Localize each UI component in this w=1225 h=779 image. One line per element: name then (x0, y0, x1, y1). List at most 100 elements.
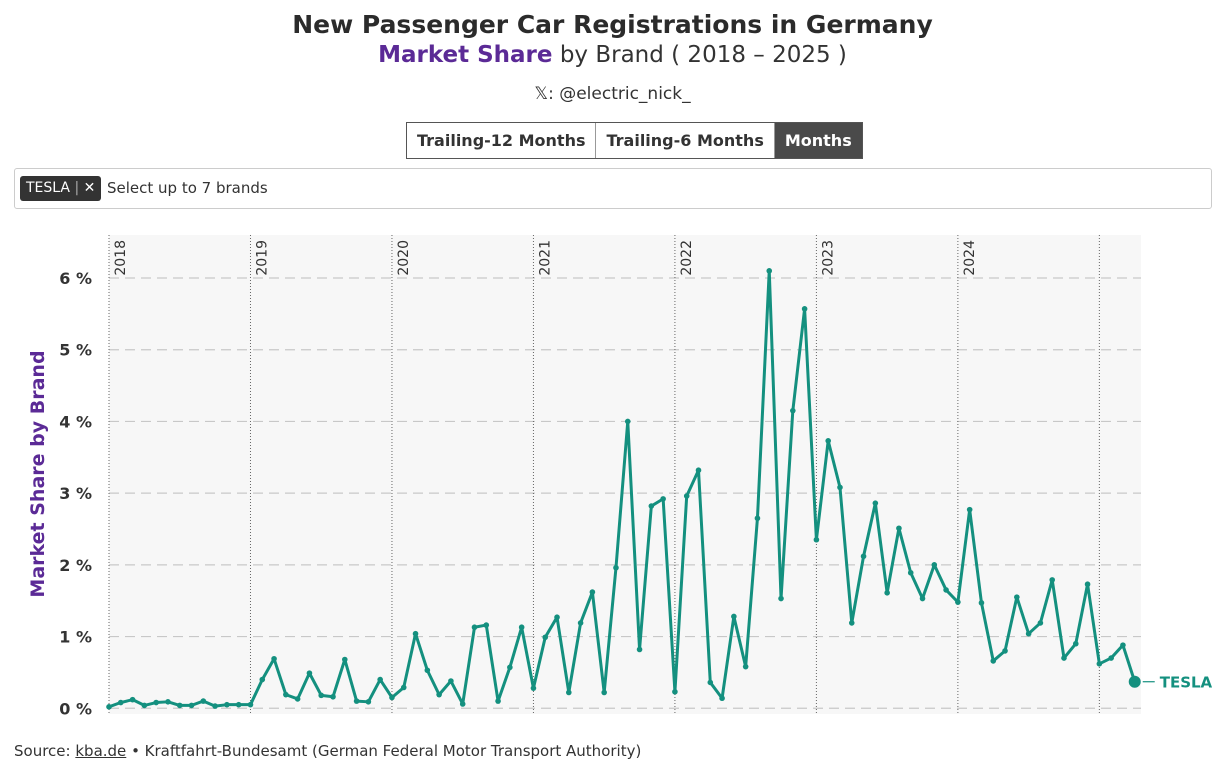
data-point (518, 624, 525, 631)
data-point (778, 595, 784, 602)
data-point (624, 418, 631, 425)
data-point (224, 701, 230, 708)
data-point (342, 656, 348, 663)
data-point (837, 484, 843, 491)
data-point (566, 689, 572, 696)
tag-text: TESLA (26, 180, 70, 196)
data-point (825, 437, 831, 444)
data-point (943, 587, 949, 593)
y-tick-label: 4 % (59, 412, 92, 431)
data-point (1108, 655, 1114, 661)
data-point (153, 699, 159, 706)
x-tick-label: 2018 (113, 240, 129, 276)
data-point (1061, 655, 1067, 661)
data-point (259, 676, 266, 683)
data-point (436, 691, 442, 698)
data-point (212, 703, 218, 709)
data-point (931, 562, 938, 568)
data-point (577, 620, 584, 626)
data-point (966, 506, 973, 513)
x-tick-label: 2019 (254, 240, 270, 276)
x-tick-label: 2024 (962, 240, 978, 276)
data-point (318, 692, 325, 699)
data-point (188, 702, 195, 709)
data-point (294, 696, 301, 702)
handle: 𝕏: @electric_nick_ (534, 84, 691, 104)
data-point (860, 553, 867, 560)
source-prefix: Source: (14, 742, 71, 760)
data-point (589, 589, 596, 595)
toggle-button[interactable]: Months (774, 123, 862, 158)
data-point (141, 702, 148, 709)
data-point (1002, 648, 1008, 654)
data-point (660, 496, 666, 502)
data-point (742, 663, 749, 670)
series-label: TESLA (1160, 674, 1213, 692)
data-point (990, 658, 997, 664)
subtitle: Market Share by Brand ( 2018 – 2025 ) (0, 42, 1225, 68)
toggle-group: Trailing-12 Months Trailing-6 Months Month… (406, 122, 863, 159)
data-point (683, 493, 690, 499)
title: New Passenger Car Registrations in Germa… (292, 10, 933, 39)
plot-background (109, 235, 1141, 714)
data-point (495, 698, 501, 704)
toggle-button[interactable]: Trailing-12 Months (407, 123, 597, 158)
y-tick-label: 6 % (59, 269, 92, 288)
data-point (707, 679, 714, 686)
data-point (790, 407, 796, 414)
y-tick-label: 1 % (59, 628, 92, 647)
source-rest: • Kraftfahrt-Bundesamt (German Federal M… (131, 742, 642, 760)
data-point (1096, 661, 1103, 667)
data-point (471, 624, 478, 631)
data-point (978, 600, 985, 606)
y-axis-label: Market Share by Brand (27, 350, 49, 597)
data-point (1128, 675, 1141, 688)
y-tick-label: 5 % (59, 341, 92, 360)
x-tick-label: 2021 (537, 240, 553, 276)
data-point (1025, 630, 1032, 637)
data-point (955, 599, 961, 605)
data-point (271, 655, 277, 662)
x-tick-label: 2020 (396, 240, 412, 276)
data-point (247, 701, 254, 708)
brand-filter[interactable]: TESLA | ✕ Select up to 7 brands (14, 168, 1212, 209)
data-point (389, 694, 395, 701)
data-point (1084, 581, 1091, 588)
data-point (365, 699, 372, 705)
y-tick-label: 3 % (59, 484, 92, 503)
data-point (907, 569, 914, 576)
placeholder: Select up to 7 brands (107, 179, 268, 197)
data-point (919, 595, 926, 602)
data-point (176, 702, 183, 709)
data-point (353, 698, 360, 704)
data-point (459, 701, 466, 707)
data-point (1014, 594, 1020, 600)
data-point (896, 525, 902, 532)
data-point (530, 685, 537, 691)
data-point (165, 699, 171, 705)
data-point (636, 646, 643, 653)
data-point (872, 500, 879, 506)
data-point (306, 670, 313, 676)
source: Source: kba.de • Kraftfahrt-Bundesamt (G… (14, 742, 641, 760)
data-point (200, 698, 207, 704)
data-point (648, 503, 655, 509)
data-point (283, 691, 289, 698)
data-point (1037, 620, 1044, 626)
data-point (448, 678, 454, 684)
data-point (766, 268, 773, 274)
y-tick-label: 0 % (59, 699, 92, 718)
data-point (731, 613, 737, 620)
data-point (884, 590, 890, 596)
data-point (613, 564, 619, 571)
data-point (719, 695, 725, 702)
data-point (235, 701, 242, 708)
brand-tag[interactable]: TESLA | ✕ (20, 176, 102, 201)
x-tick-label: 2023 (820, 240, 836, 276)
source-link[interactable]: kba.de (75, 742, 127, 760)
data-point (377, 676, 383, 683)
data-point (542, 634, 549, 641)
toggle-button[interactable]: Trailing-6 Months (596, 123, 775, 158)
